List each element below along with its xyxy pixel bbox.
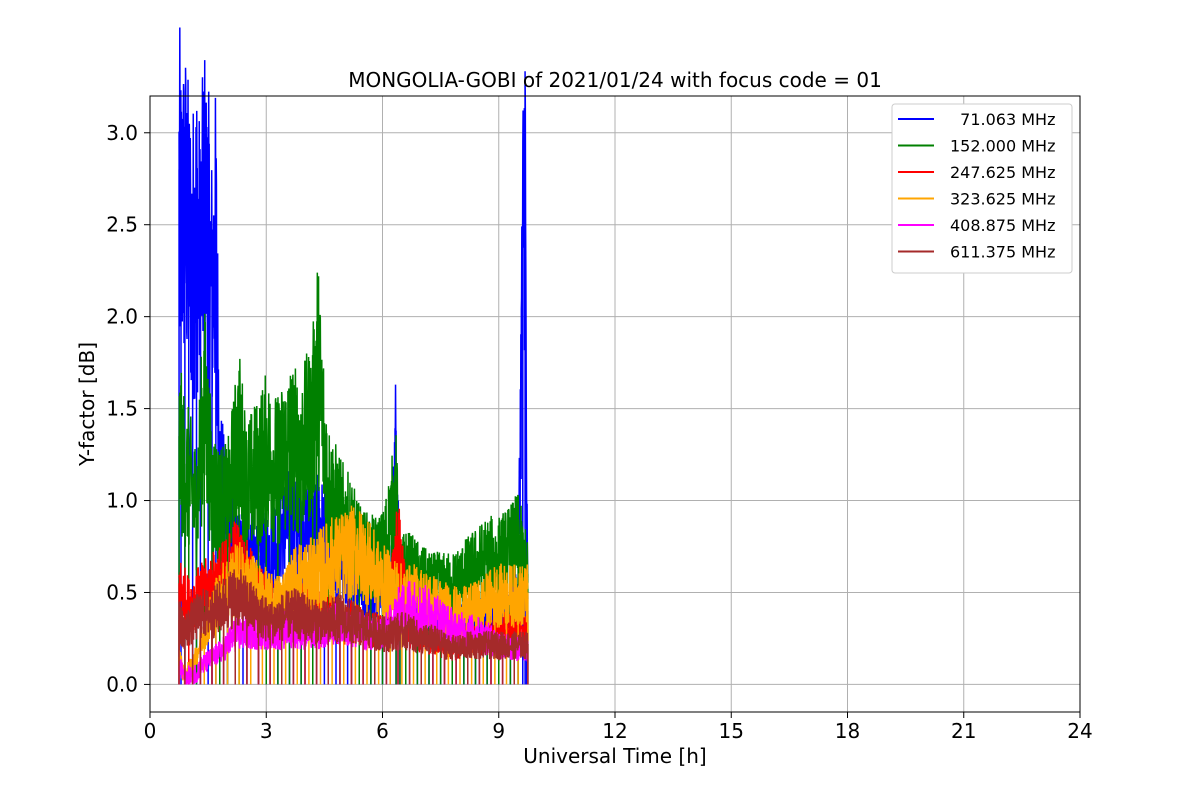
chart-title: MONGOLIA-GOBI of 2021/01/24 with focus c… xyxy=(348,68,882,92)
series-lines xyxy=(178,27,529,685)
legend-box xyxy=(891,103,1073,274)
legend-label: 323.625 MHz xyxy=(950,190,1055,209)
y-tick-label: 0.0 xyxy=(106,672,138,696)
legend-label: 152.000 MHz xyxy=(950,137,1055,156)
y-tick-label: 3.0 xyxy=(106,121,138,145)
x-tick-label: 18 xyxy=(835,719,860,743)
series-line-6 xyxy=(178,569,529,685)
y-tick-label: 1.5 xyxy=(106,397,138,421)
legend-label: 408.875 MHz xyxy=(950,216,1055,235)
axis-ticks: 0 3 6 9 12 15 18 21 24 0.0 0.5 1.0 1.5 2.0 2.5 3.0 xyxy=(106,121,1093,743)
y-axis-label: Y-factor [dB] xyxy=(75,342,99,467)
y-tick-label: 0.5 xyxy=(106,580,138,604)
legend-label: 247.625 MHz xyxy=(950,163,1055,182)
x-tick-label: 6 xyxy=(376,719,389,743)
x-axis-label: Universal Time [h] xyxy=(523,744,706,768)
y-tick-label: 1.0 xyxy=(106,489,138,513)
x-tick-label: 3 xyxy=(260,719,273,743)
legend: 71.063 MHz 152.000 MHz 247.625 MHz 323.625 … xyxy=(891,103,1073,274)
legend-label: 611.375 MHz xyxy=(950,243,1055,262)
y-tick-label: 2.0 xyxy=(106,305,138,329)
x-tick-label: 24 xyxy=(1067,719,1092,743)
x-tick-label: 12 xyxy=(602,719,627,743)
x-tick-label: 0 xyxy=(144,719,157,743)
legend-label: 71.063 MHz xyxy=(950,110,1055,129)
x-tick-label: 9 xyxy=(492,719,505,743)
x-tick-label: 15 xyxy=(719,719,744,743)
y-tick-label: 2.5 xyxy=(106,213,138,237)
x-tick-label: 21 xyxy=(951,719,976,743)
